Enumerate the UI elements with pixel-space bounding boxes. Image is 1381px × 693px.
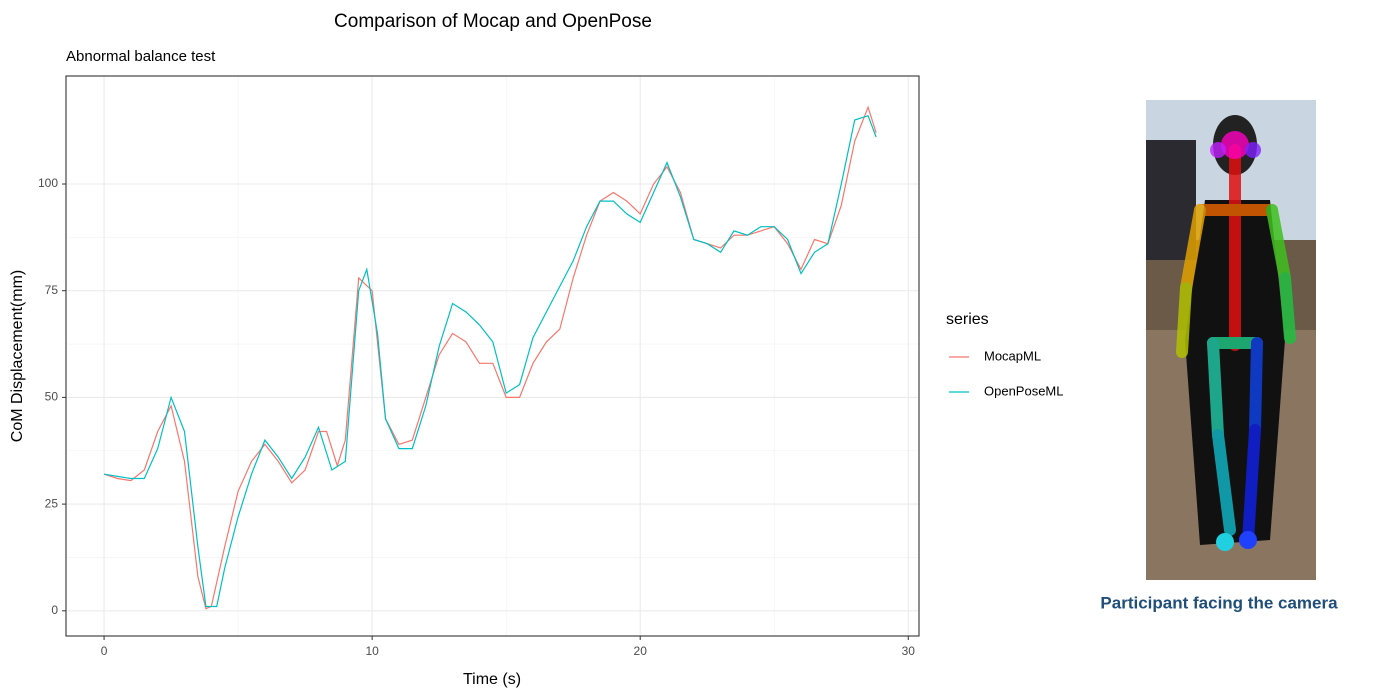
legend-title: series	[946, 311, 989, 328]
legend-label: MocapML	[984, 348, 1041, 363]
image-caption: Participant facing the camera	[1100, 593, 1338, 612]
y-axis-label: CoM Displacement(mm)	[9, 270, 26, 442]
y-tick-label: 25	[45, 496, 59, 510]
x-tick-label: 20	[634, 644, 648, 658]
y-tick-label: 0	[51, 603, 58, 617]
data-line	[103, 105, 877, 610]
chart-subtitle: Abnormal balance test	[66, 48, 216, 65]
legend: series MocapML OpenPoseML	[946, 311, 1064, 398]
data-line	[104, 114, 877, 608]
y-tick-label: 100	[38, 176, 58, 190]
y-tick-label: 50	[45, 390, 59, 404]
x-tick-label: 30	[902, 644, 916, 658]
panel-border	[65, 75, 920, 637]
x-tick-label: 0	[101, 644, 108, 658]
plot-area: 0 25 50 75 100 0 10 20 30	[38, 75, 920, 658]
participant-image	[1146, 100, 1316, 580]
y-tick-label: 75	[45, 283, 59, 297]
chart-title: Comparison of Mocap and OpenPose	[334, 11, 652, 32]
legend-label: OpenPoseML	[984, 383, 1064, 398]
x-tick-label: 10	[365, 644, 379, 658]
x-axis-label: Time (s)	[463, 671, 521, 688]
